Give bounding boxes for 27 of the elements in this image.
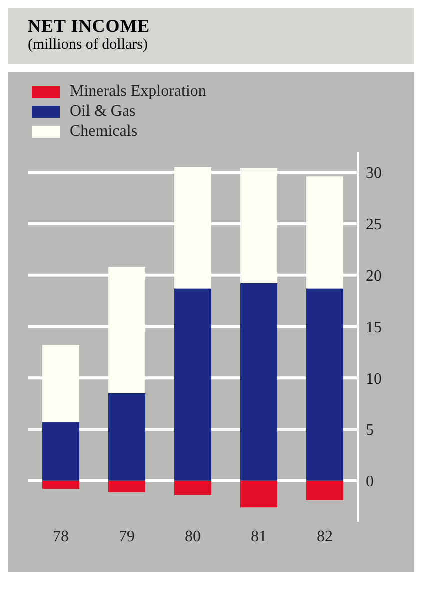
- x-tick-label: 79: [119, 528, 135, 546]
- bar: [42, 422, 80, 481]
- legend-label: Chemicals: [70, 122, 138, 142]
- y-tick-label: 20: [366, 268, 382, 286]
- y-tick-label: 25: [366, 216, 382, 234]
- y-tick-label: 15: [366, 319, 382, 336]
- bar: [306, 480, 344, 500]
- x-tick-label: 82: [317, 528, 333, 546]
- x-tick-label: 78: [53, 528, 69, 546]
- bar: [174, 480, 212, 496]
- chart-subtitle: (millions of dollars): [28, 37, 149, 54]
- bar: [108, 394, 146, 481]
- bar: [108, 480, 146, 492]
- bar: [240, 284, 278, 481]
- y-tick-label: 5: [366, 422, 374, 440]
- y-tick-label: 0: [366, 474, 374, 491]
- legend-label: Oil & Gas: [70, 102, 136, 122]
- chart-title: NET INCOME: [28, 16, 152, 37]
- y-tick-label: 30: [366, 165, 382, 182]
- x-tick-label: 81: [251, 528, 267, 546]
- bar: [240, 480, 278, 508]
- x-tick-label: 80: [185, 528, 201, 546]
- y-tick-label: 10: [366, 370, 382, 388]
- bar: [306, 288, 344, 481]
- legend-label: Minerals Exploration: [70, 82, 206, 102]
- bar: [174, 288, 212, 481]
- bar: [42, 480, 80, 490]
